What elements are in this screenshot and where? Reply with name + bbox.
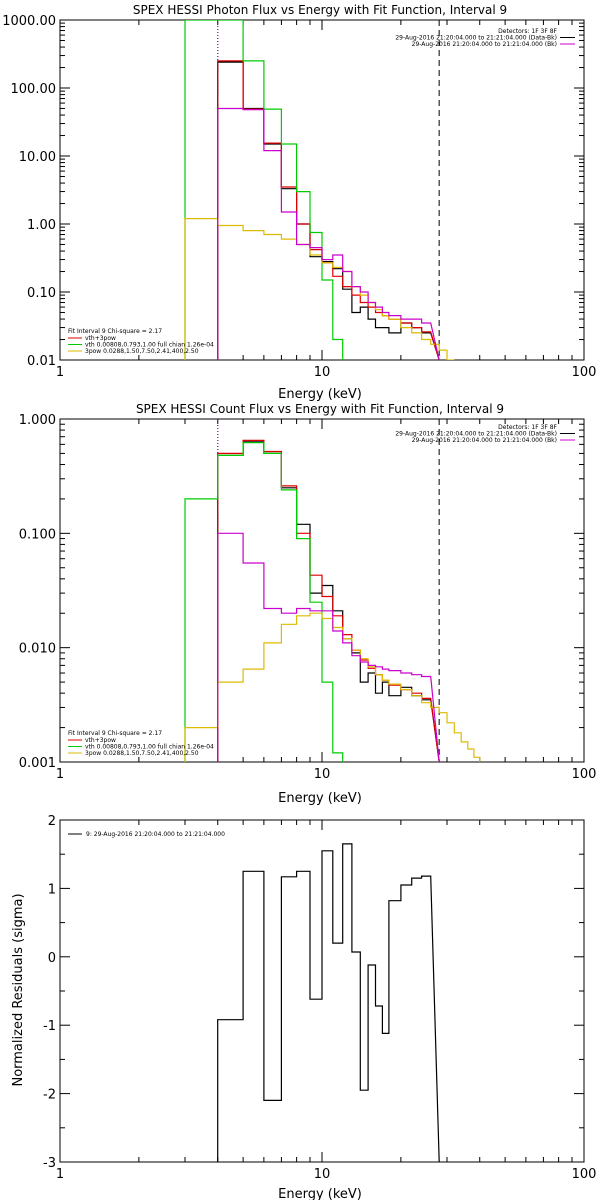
y-tick-label: 1.000 bbox=[19, 413, 56, 428]
series-histogram bbox=[217, 107, 440, 360]
x-tick-label: 100 bbox=[572, 365, 597, 380]
series-histogram bbox=[217, 843, 440, 1162]
plot-marks bbox=[184, 20, 455, 360]
fit-legend-header: Fit Interval 9 Chi-square = 2.17 bbox=[68, 328, 162, 335]
fit-legend-header: Fit Interval 9 Chi-square = 2.17 bbox=[68, 730, 162, 737]
x-tick-label: 1 bbox=[56, 767, 64, 782]
y-tick-label: -2 bbox=[43, 1088, 56, 1103]
x-tick-label: 100 bbox=[572, 767, 597, 782]
series-histogram bbox=[217, 441, 440, 762]
chart-title: SPEX HESSI Photon Flux vs Energy with Fi… bbox=[133, 3, 507, 17]
count-flux-panel: SPEX HESSI Count Flux vs Energy with Fit… bbox=[19, 402, 597, 806]
series-histogram bbox=[217, 439, 440, 762]
photon-flux-panel: SPEX HESSI Photon Flux vs Energy with Fi… bbox=[2, 3, 596, 402]
x-axis-label: Energy (keV) bbox=[278, 791, 362, 806]
y-axis-label: Normalized Residuals (sigma) bbox=[11, 893, 26, 1086]
y-tick-label: 0.100 bbox=[19, 527, 56, 542]
legend-entry-label: 29-Aug-2016 21:20:04.000 to 21:21:04.000… bbox=[412, 437, 557, 444]
y-tick-label: 10.00 bbox=[19, 150, 56, 165]
series-histogram bbox=[217, 61, 440, 360]
x-tick-label: 10 bbox=[314, 1167, 331, 1182]
series-histogram bbox=[184, 20, 344, 360]
legend-bottom-left: Fit Interval 9 Chi-square = 2.17 vth+3po… bbox=[68, 730, 214, 757]
legend: 9: 29-Aug-2016 21:20:04.000 to 21:21:04.… bbox=[68, 831, 225, 838]
residuals-panel: Energy (keV) Normalized Residuals (sigma… bbox=[11, 814, 596, 1200]
legend-entry-label: 3pow 0.0288,1.50,7.50,2.41,400,2.50 bbox=[85, 348, 199, 355]
y-tick-label: 2 bbox=[48, 814, 56, 829]
chart-title: SPEX HESSI Count Flux vs Energy with Fit… bbox=[136, 402, 504, 416]
x-tick-label: 10 bbox=[314, 767, 331, 782]
legend-top-right: Detectors: 1F 3F 8F 29-Aug-2016 21:20:04… bbox=[395, 28, 575, 48]
x-tick-label: 1 bbox=[56, 365, 64, 380]
x-tick-label: 1 bbox=[56, 1167, 64, 1182]
legend-bottom-left: Fit Interval 9 Chi-square = 2.17 vth+3po… bbox=[68, 328, 214, 355]
legend-entry-label: vth 0.00808,0.793,1.00 full chian 1.26e-… bbox=[85, 744, 214, 751]
series-histogram bbox=[217, 532, 440, 762]
y-tick-label: 0.010 bbox=[19, 642, 56, 657]
plot-marks bbox=[217, 843, 440, 1162]
y-tick-label: 0.01 bbox=[27, 354, 56, 369]
y-tick-label: 100.00 bbox=[11, 82, 57, 97]
legend-entry-label: vth+3pow bbox=[85, 335, 116, 342]
plot-area: 1 10 100 0.01 0.10 1.00 10.00 100.00 1000.00 bbox=[2, 14, 596, 380]
legend-top-right: Detectors: 1F 3F 8F 29-Aug-2016 21:20:04… bbox=[395, 424, 575, 444]
y-tick-label: 0.10 bbox=[27, 286, 56, 301]
series-histogram bbox=[217, 60, 440, 360]
y-tick-label: -3 bbox=[43, 1156, 56, 1171]
legend-header: Detectors: 1F 3F 8F bbox=[498, 28, 557, 35]
y-tick-label: 1.00 bbox=[27, 218, 56, 233]
x-axis-label: Energy (keV) bbox=[278, 387, 362, 402]
plot-frame bbox=[59, 19, 585, 361]
legend-entry-label: vth+3pow bbox=[85, 737, 116, 744]
y-tick-label: 1000.00 bbox=[2, 14, 56, 29]
y-tick-label: 1 bbox=[48, 882, 56, 897]
legend-header: Detectors: 1F 3F 8F bbox=[498, 424, 557, 431]
y-tick-label: 0 bbox=[48, 951, 56, 966]
y-tick-label: 0.001 bbox=[19, 756, 56, 771]
legend-entry-label: 29-Aug-2016 21:20:04.000 to 21:21:04.000… bbox=[395, 35, 557, 42]
plot-area: 1 10 100 -3 -2 -1 0 1 2 bbox=[43, 814, 596, 1182]
y-tick-label: -1 bbox=[43, 1019, 56, 1034]
legend-entry-label: 29-Aug-2016 21:20:04.000 to 21:21:04.000… bbox=[412, 41, 557, 48]
x-axis-label: Energy (keV) bbox=[278, 1187, 362, 1200]
legend-entry-label: 9: 29-Aug-2016 21:20:04.000 to 21:21:04.… bbox=[86, 831, 225, 838]
legend-entry-label: 3pow 0.0288,1.50,7.50,2.41,400,2.50 bbox=[85, 750, 199, 757]
series-histogram bbox=[184, 218, 455, 360]
x-tick-label: 10 bbox=[314, 365, 331, 380]
plot-marks bbox=[184, 419, 481, 762]
series-histogram bbox=[184, 612, 481, 762]
plot-area: 1 10 100 0.001 0.010 0.100 1.000 bbox=[19, 413, 597, 782]
x-tick-label: 100 bbox=[572, 1167, 597, 1182]
legend-entry-label: 29-Aug-2016 21:20:04.000 to 21:21:04.000… bbox=[395, 431, 557, 438]
legend-entry-label: vth 0.00808,0.793,1.00 full chian 1.26e-… bbox=[85, 342, 214, 349]
series-histogram bbox=[184, 442, 344, 762]
